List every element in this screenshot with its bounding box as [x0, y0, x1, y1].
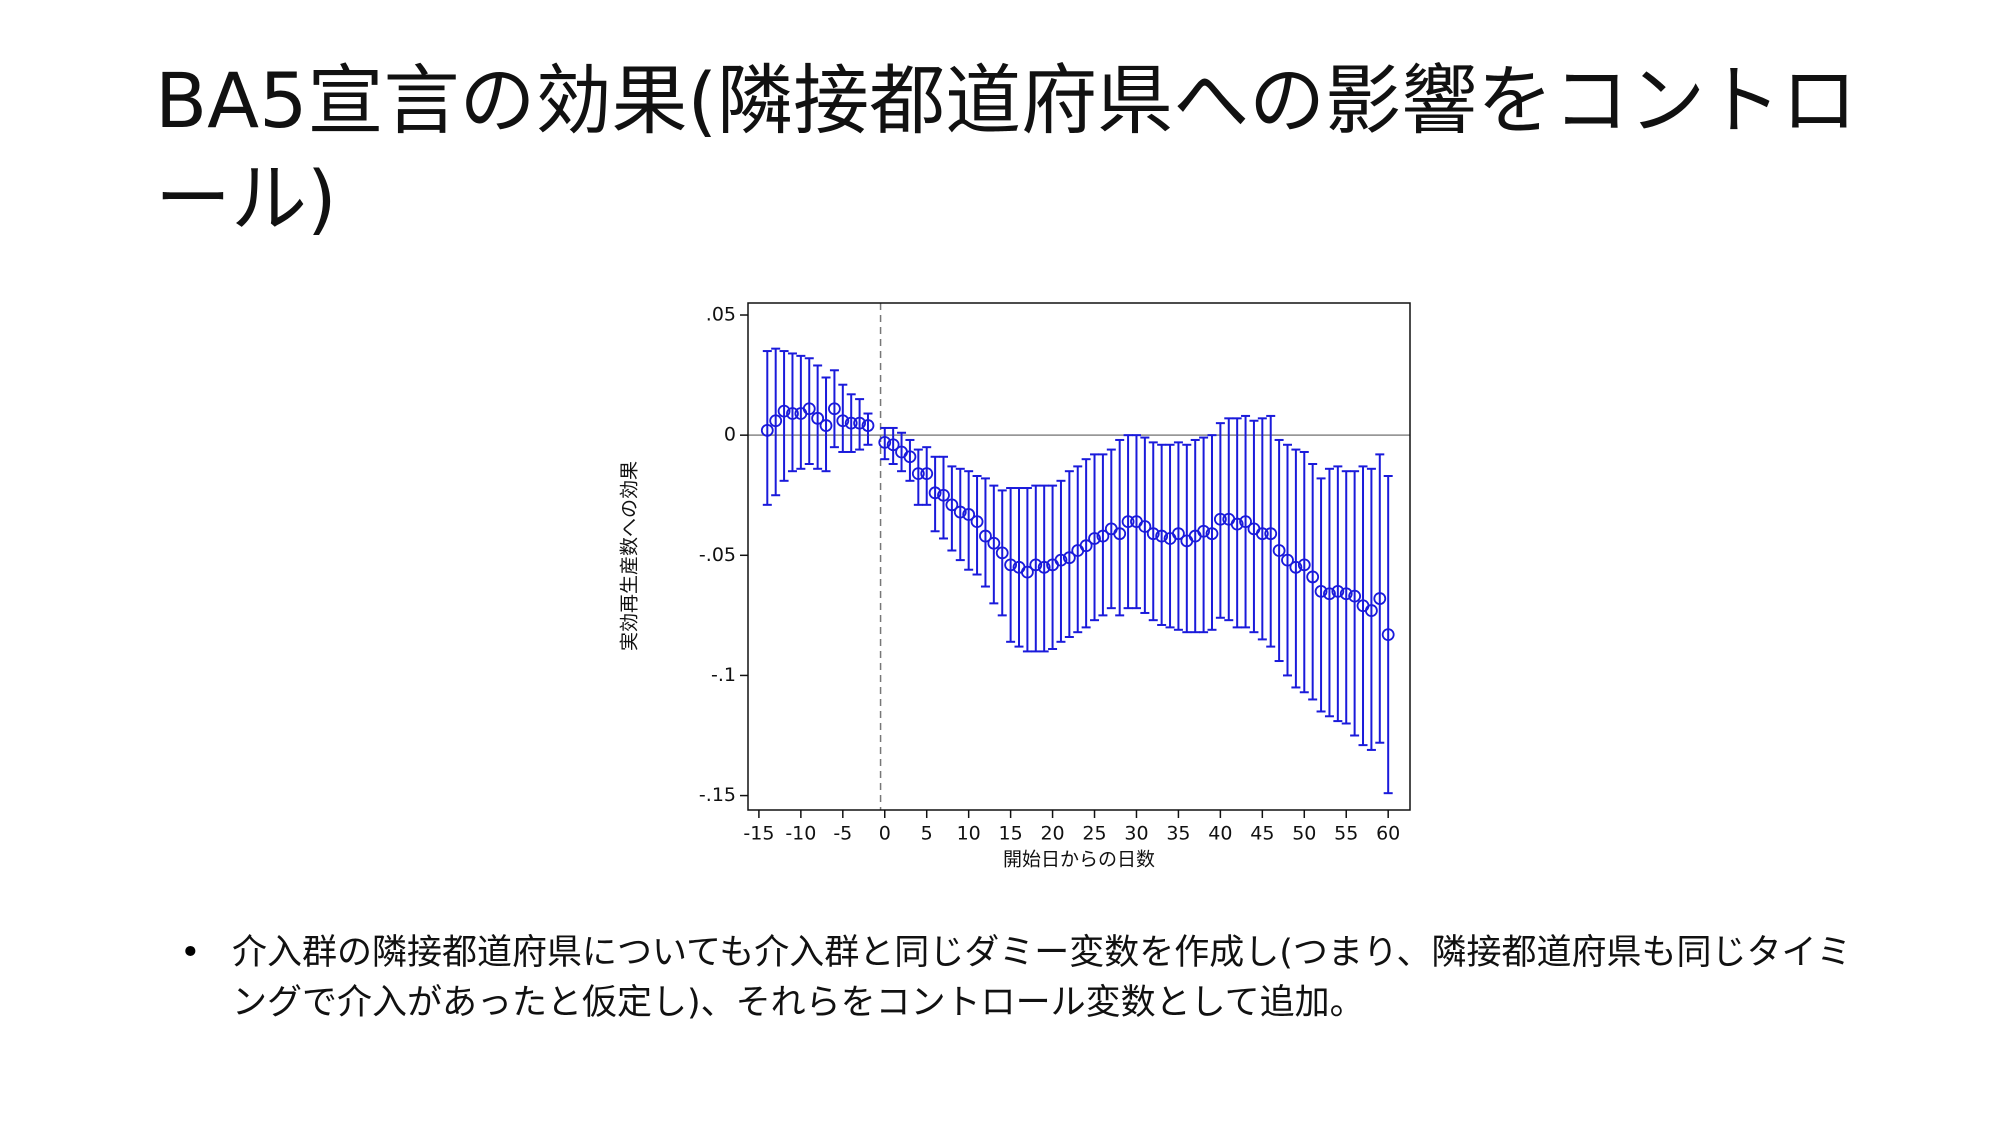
x-tick-label: 55: [1334, 823, 1358, 845]
point-estimate: [1264, 527, 1278, 541]
point-estimate: [861, 419, 875, 432]
point-estimate: [1314, 584, 1328, 598]
point-estimate: [760, 423, 774, 437]
point-estimate: [777, 404, 791, 418]
x-tick-label: 25: [1082, 823, 1106, 845]
y-tick-label: .05: [706, 304, 736, 326]
point-estimate: [1323, 587, 1336, 601]
point-estimate: [1348, 589, 1362, 603]
point-estimate: [995, 546, 1009, 560]
x-tick-label: 20: [1040, 823, 1064, 845]
point-estimate: [920, 467, 934, 481]
point-estimate: [844, 416, 858, 430]
x-tick-label: 45: [1250, 823, 1274, 845]
point-estimate: [819, 419, 833, 432]
point-estimate: [953, 505, 967, 519]
point-estimate: [1121, 515, 1135, 529]
point-estimate: [1138, 520, 1152, 533]
x-tick-label: -10: [785, 823, 816, 845]
point-estimate: [828, 402, 841, 416]
point-estimate: [1054, 553, 1068, 567]
point-estimate: [979, 529, 992, 543]
x-tick-label: 30: [1124, 823, 1148, 845]
point-estimate: [802, 402, 816, 416]
y-tick-label: -.15: [699, 784, 736, 806]
plot-frame: [747, 302, 1411, 811]
point-estimate: [1088, 532, 1101, 545]
x-tick-label: 60: [1376, 823, 1400, 845]
point-estimate: [1205, 527, 1219, 541]
point-estimate: [1381, 628, 1395, 641]
x-tick-label: 15: [999, 823, 1023, 845]
point-estimate: [853, 416, 866, 430]
y-tick-label: 0: [724, 424, 736, 446]
point-estimate: [1004, 558, 1018, 572]
point-estimate: [886, 438, 900, 452]
x-tick-label: 50: [1292, 823, 1316, 845]
point-estimate: [1373, 592, 1387, 605]
point-estimate: [1029, 558, 1043, 572]
point-estimate: [1172, 527, 1185, 541]
x-tick-label: 40: [1208, 823, 1232, 845]
point-estimate: [1113, 527, 1127, 541]
point-estimate: [903, 450, 917, 464]
x-tick-label: -15: [743, 823, 774, 845]
x-axis-label: 開始日からの日数: [1003, 849, 1155, 871]
point-estimate: [1331, 584, 1345, 598]
point-estimate: [970, 515, 984, 529]
y-tick-label: -.05: [699, 544, 736, 566]
point-estimate: [1289, 560, 1303, 574]
point-estimate: [1062, 551, 1076, 565]
point-estimate: [1281, 553, 1294, 567]
point-estimate: [1255, 527, 1269, 541]
point-estimate: [1155, 529, 1169, 543]
y-tick-label: -.1: [711, 664, 736, 686]
point-estimate: [786, 407, 799, 420]
point-estimate: [1272, 544, 1286, 557]
x-tick-label: 35: [1166, 823, 1190, 845]
point-estimate: [987, 536, 1001, 550]
point-estimate: [1096, 529, 1110, 543]
point-estimate: [1213, 512, 1227, 526]
point-estimate: [1037, 560, 1051, 574]
point-estimate: [1239, 515, 1252, 529]
point-estimate: [962, 508, 976, 521]
point-estimate: [836, 414, 850, 428]
point-estimate: [811, 411, 825, 425]
point-estimate: [1197, 524, 1210, 538]
y-axis-label: 実効再生産数への効果: [619, 461, 641, 651]
x-tick-label: 10: [957, 823, 981, 845]
point-estimate: [928, 486, 942, 500]
point-estimate: [769, 414, 783, 428]
x-tick-label: 0: [879, 823, 891, 845]
point-estimate: [1306, 570, 1320, 584]
x-tick-label: 5: [921, 823, 933, 845]
slide-title: BA5宣言の効果(隣接都道府県への影響をコントロール): [155, 56, 1858, 243]
point-estimate: [937, 488, 950, 502]
bullet-marker: •: [180, 933, 201, 973]
x-tick-label: -5: [833, 823, 852, 845]
point-estimate: [945, 498, 959, 512]
point-estimate: [1365, 604, 1378, 617]
point-estimate: [1297, 558, 1311, 572]
point-estimate: [1020, 565, 1034, 579]
point-estimate: [1339, 587, 1353, 601]
point-estimate: [878, 435, 892, 449]
point-estimate: [1230, 517, 1244, 531]
point-estimate: [1146, 527, 1160, 541]
bullet-text: 介入群の隣接都道府県についても介入群と同じダミー変数を作成し(つまり、隣接都道府…: [232, 933, 1852, 1023]
point-estimate: [911, 467, 925, 481]
point-estimate: [1079, 539, 1093, 553]
